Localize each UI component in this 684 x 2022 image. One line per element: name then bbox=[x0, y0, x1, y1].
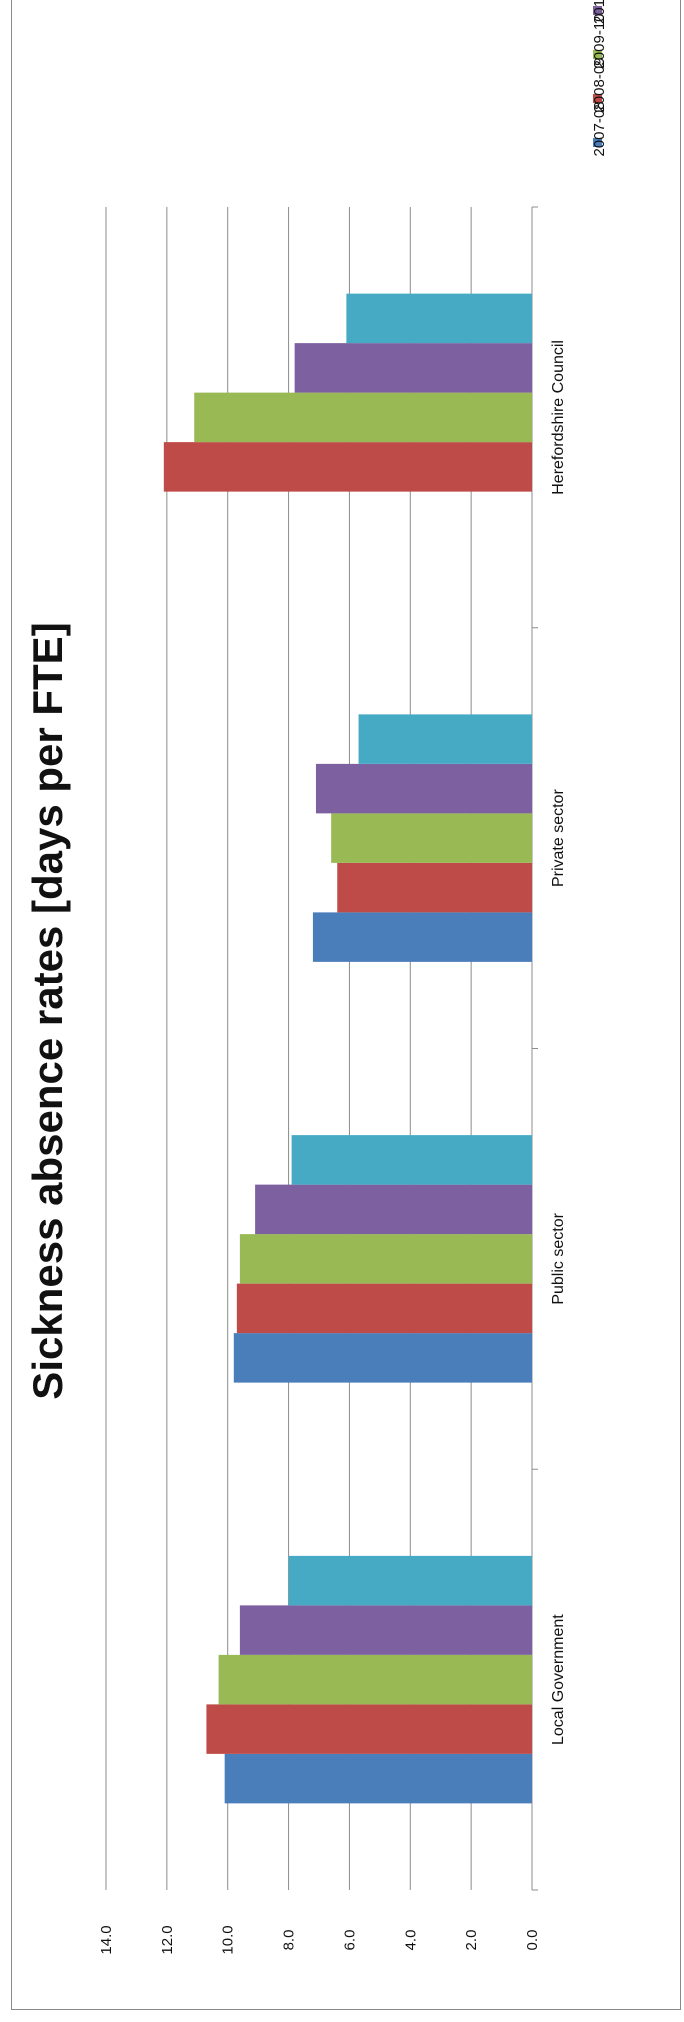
bar bbox=[331, 813, 532, 863]
bar bbox=[288, 1555, 532, 1606]
bar bbox=[239, 1234, 532, 1284]
bar bbox=[255, 1184, 532, 1235]
tick-label: 4.0 bbox=[402, 1930, 419, 1951]
bar bbox=[233, 1333, 533, 1383]
legend-label: 2010-11 bbox=[591, 0, 608, 24]
chart-frame bbox=[11, 0, 681, 2010]
bar bbox=[236, 1283, 533, 1334]
legend-swatch bbox=[593, 6, 602, 15]
bar bbox=[224, 1753, 532, 1804]
legend-label: 2007-08 bbox=[591, 101, 608, 156]
legend-swatch bbox=[593, 138, 602, 147]
tick-label: 12.0 bbox=[159, 1925, 176, 1954]
bar bbox=[291, 1135, 532, 1185]
tick-label: 14.0 bbox=[98, 1925, 115, 1954]
bar bbox=[239, 1605, 532, 1655]
legend-swatch bbox=[593, 50, 602, 59]
bar bbox=[346, 293, 532, 344]
bars bbox=[163, 293, 533, 1804]
tick-label: 10.0 bbox=[220, 1925, 237, 1954]
value-axis: 0.0 2.0 4.0 6.0 8.0 10.0 12.0 14.0 bbox=[98, 1925, 541, 1954]
category-label: Private sector bbox=[550, 789, 567, 887]
bar bbox=[337, 862, 532, 913]
bar bbox=[312, 912, 532, 962]
category-label: Public sector bbox=[550, 1212, 567, 1304]
legend-swatch bbox=[593, 94, 602, 103]
category-axis: Local Government Public sector Private sec… bbox=[532, 206, 567, 1891]
category-label: Local Government bbox=[550, 1614, 567, 1745]
bar bbox=[218, 1654, 533, 1705]
chart-title: Sickness absence rates [days per FTE] bbox=[24, 622, 71, 1399]
tick-label: 6.0 bbox=[341, 1930, 358, 1951]
tick-label: 8.0 bbox=[281, 1930, 298, 1951]
bar bbox=[163, 442, 533, 492]
tick-label: 2.0 bbox=[463, 1930, 480, 1951]
bar bbox=[194, 392, 532, 443]
bar bbox=[315, 763, 532, 814]
legend-label: 2009-10 bbox=[591, 13, 608, 68]
bar bbox=[358, 714, 532, 764]
bar bbox=[294, 343, 532, 393]
tick-label: 0.0 bbox=[524, 1930, 541, 1951]
bar bbox=[206, 1704, 532, 1754]
category-label: Herefordshire Council bbox=[550, 340, 567, 495]
legend-label: 2008-09 bbox=[591, 57, 608, 112]
